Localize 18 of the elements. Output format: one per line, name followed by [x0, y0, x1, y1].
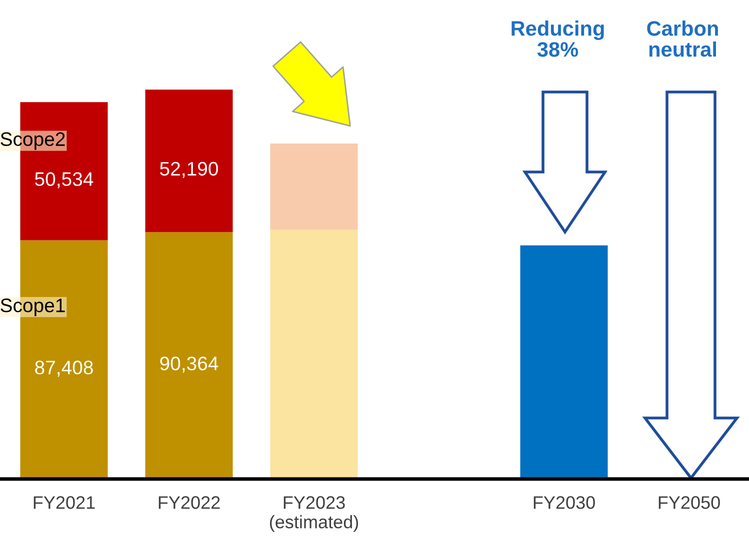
bar [520, 245, 608, 479]
data-label: 87,408 [35, 360, 93, 377]
series-label: Scope2 [0, 132, 65, 150]
x-tick-label: FY2050 [658, 496, 720, 509]
x-tick-label: FY2030 [534, 496, 595, 509]
x-tick-label: FY2023 (estimated) [270, 496, 358, 532]
data-label: 52,190 [160, 162, 218, 178]
x-tick-label: FY2021 [34, 496, 95, 509]
bar [270, 144, 358, 230]
series-label: Scope1 [0, 298, 65, 316]
bar [145, 232, 233, 479]
x-tick-label: FY2022 [158, 496, 220, 509]
text: Carbon neutral [647, 20, 718, 57]
text: Reducing 38% [512, 20, 604, 57]
bar [145, 90, 233, 232]
bar [270, 230, 358, 479]
data-label: 90,364 [160, 356, 218, 373]
data-label: 50,534 [35, 172, 94, 188]
